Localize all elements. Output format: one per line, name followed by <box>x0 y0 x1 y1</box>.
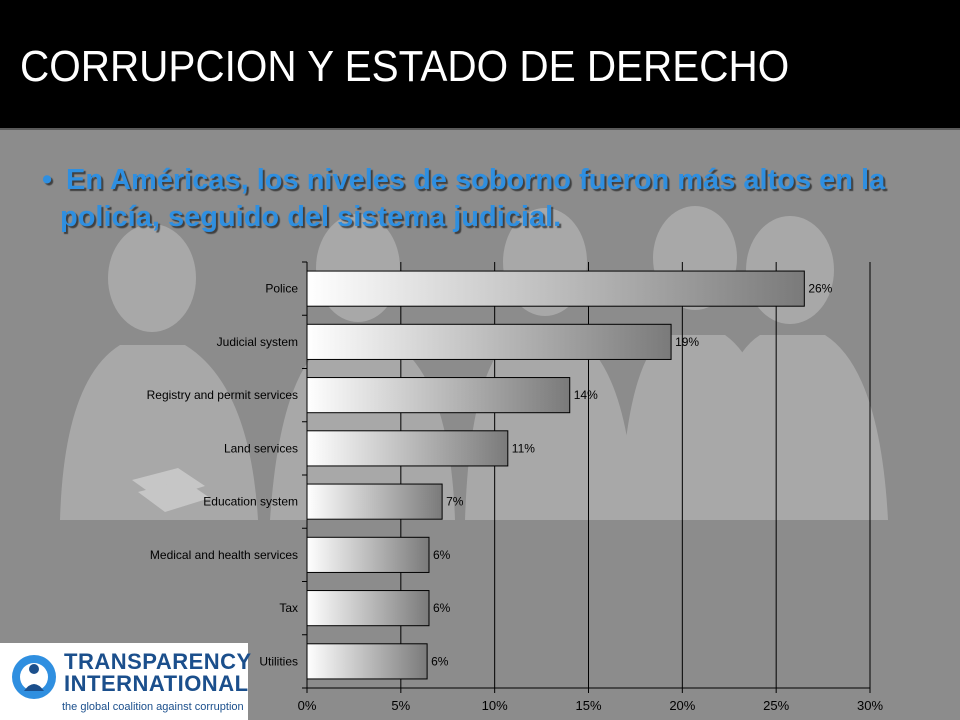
category-label: Land services <box>224 441 298 455</box>
category-label: Police <box>265 282 298 296</box>
bar <box>306 643 428 680</box>
x-tick-label: 25% <box>763 698 789 713</box>
bar <box>306 270 805 307</box>
category-label: Medical and health services <box>150 548 298 562</box>
x-tick-label: 30% <box>857 698 883 713</box>
bar <box>306 430 509 467</box>
bar <box>306 323 672 360</box>
bars <box>306 270 805 680</box>
slide-title: CORRUPCION Y ESTADO DE DERECHO <box>20 42 790 91</box>
data-label: 6% <box>433 548 451 562</box>
data-label: 19% <box>675 335 699 349</box>
x-tick-label: 0% <box>298 698 317 713</box>
bullet-dot-icon: • <box>42 164 53 196</box>
bar <box>306 377 571 414</box>
data-label: 26% <box>808 282 832 296</box>
data-label: 6% <box>433 601 451 615</box>
bar <box>306 590 430 627</box>
bar <box>306 536 430 573</box>
title-bar: CORRUPCION Y ESTADO DE DERECHO <box>0 0 960 130</box>
bullet-point: • En Américas, los niveles de soborno fu… <box>42 162 942 236</box>
data-label: 14% <box>574 388 598 402</box>
data-label: 7% <box>446 495 464 509</box>
logo-line2: INTERNATIONAL <box>64 671 249 696</box>
logo-line1: TRANSPARENCY <box>64 649 252 674</box>
data-label: 6% <box>431 654 449 668</box>
logo-tagline: the global coalition against corruption <box>62 701 244 713</box>
category-label: Judicial system <box>217 335 298 349</box>
ti-globe-icon <box>12 655 56 699</box>
labels: 0% 5% 10% 15% 20% 25% 30% Police 26% Judicial sys… <box>147 282 884 713</box>
bullet-text: En Américas, los niveles de soborno fuer… <box>60 164 886 233</box>
category-label: Tax <box>279 601 298 615</box>
x-tick-label: 10% <box>482 698 508 713</box>
x-tick-label: 20% <box>669 698 695 713</box>
data-label: 11% <box>512 441 535 455</box>
x-tick-label: 15% <box>575 698 601 713</box>
transparency-international-logo: TRANSPARENCY INTERNATIONAL the global co… <box>0 643 251 720</box>
bar <box>306 483 443 520</box>
x-tick-label: 5% <box>391 698 410 713</box>
category-label: Registry and permit services <box>147 388 298 402</box>
category-label: Utilities <box>259 654 298 668</box>
category-label: Education system <box>203 495 298 509</box>
